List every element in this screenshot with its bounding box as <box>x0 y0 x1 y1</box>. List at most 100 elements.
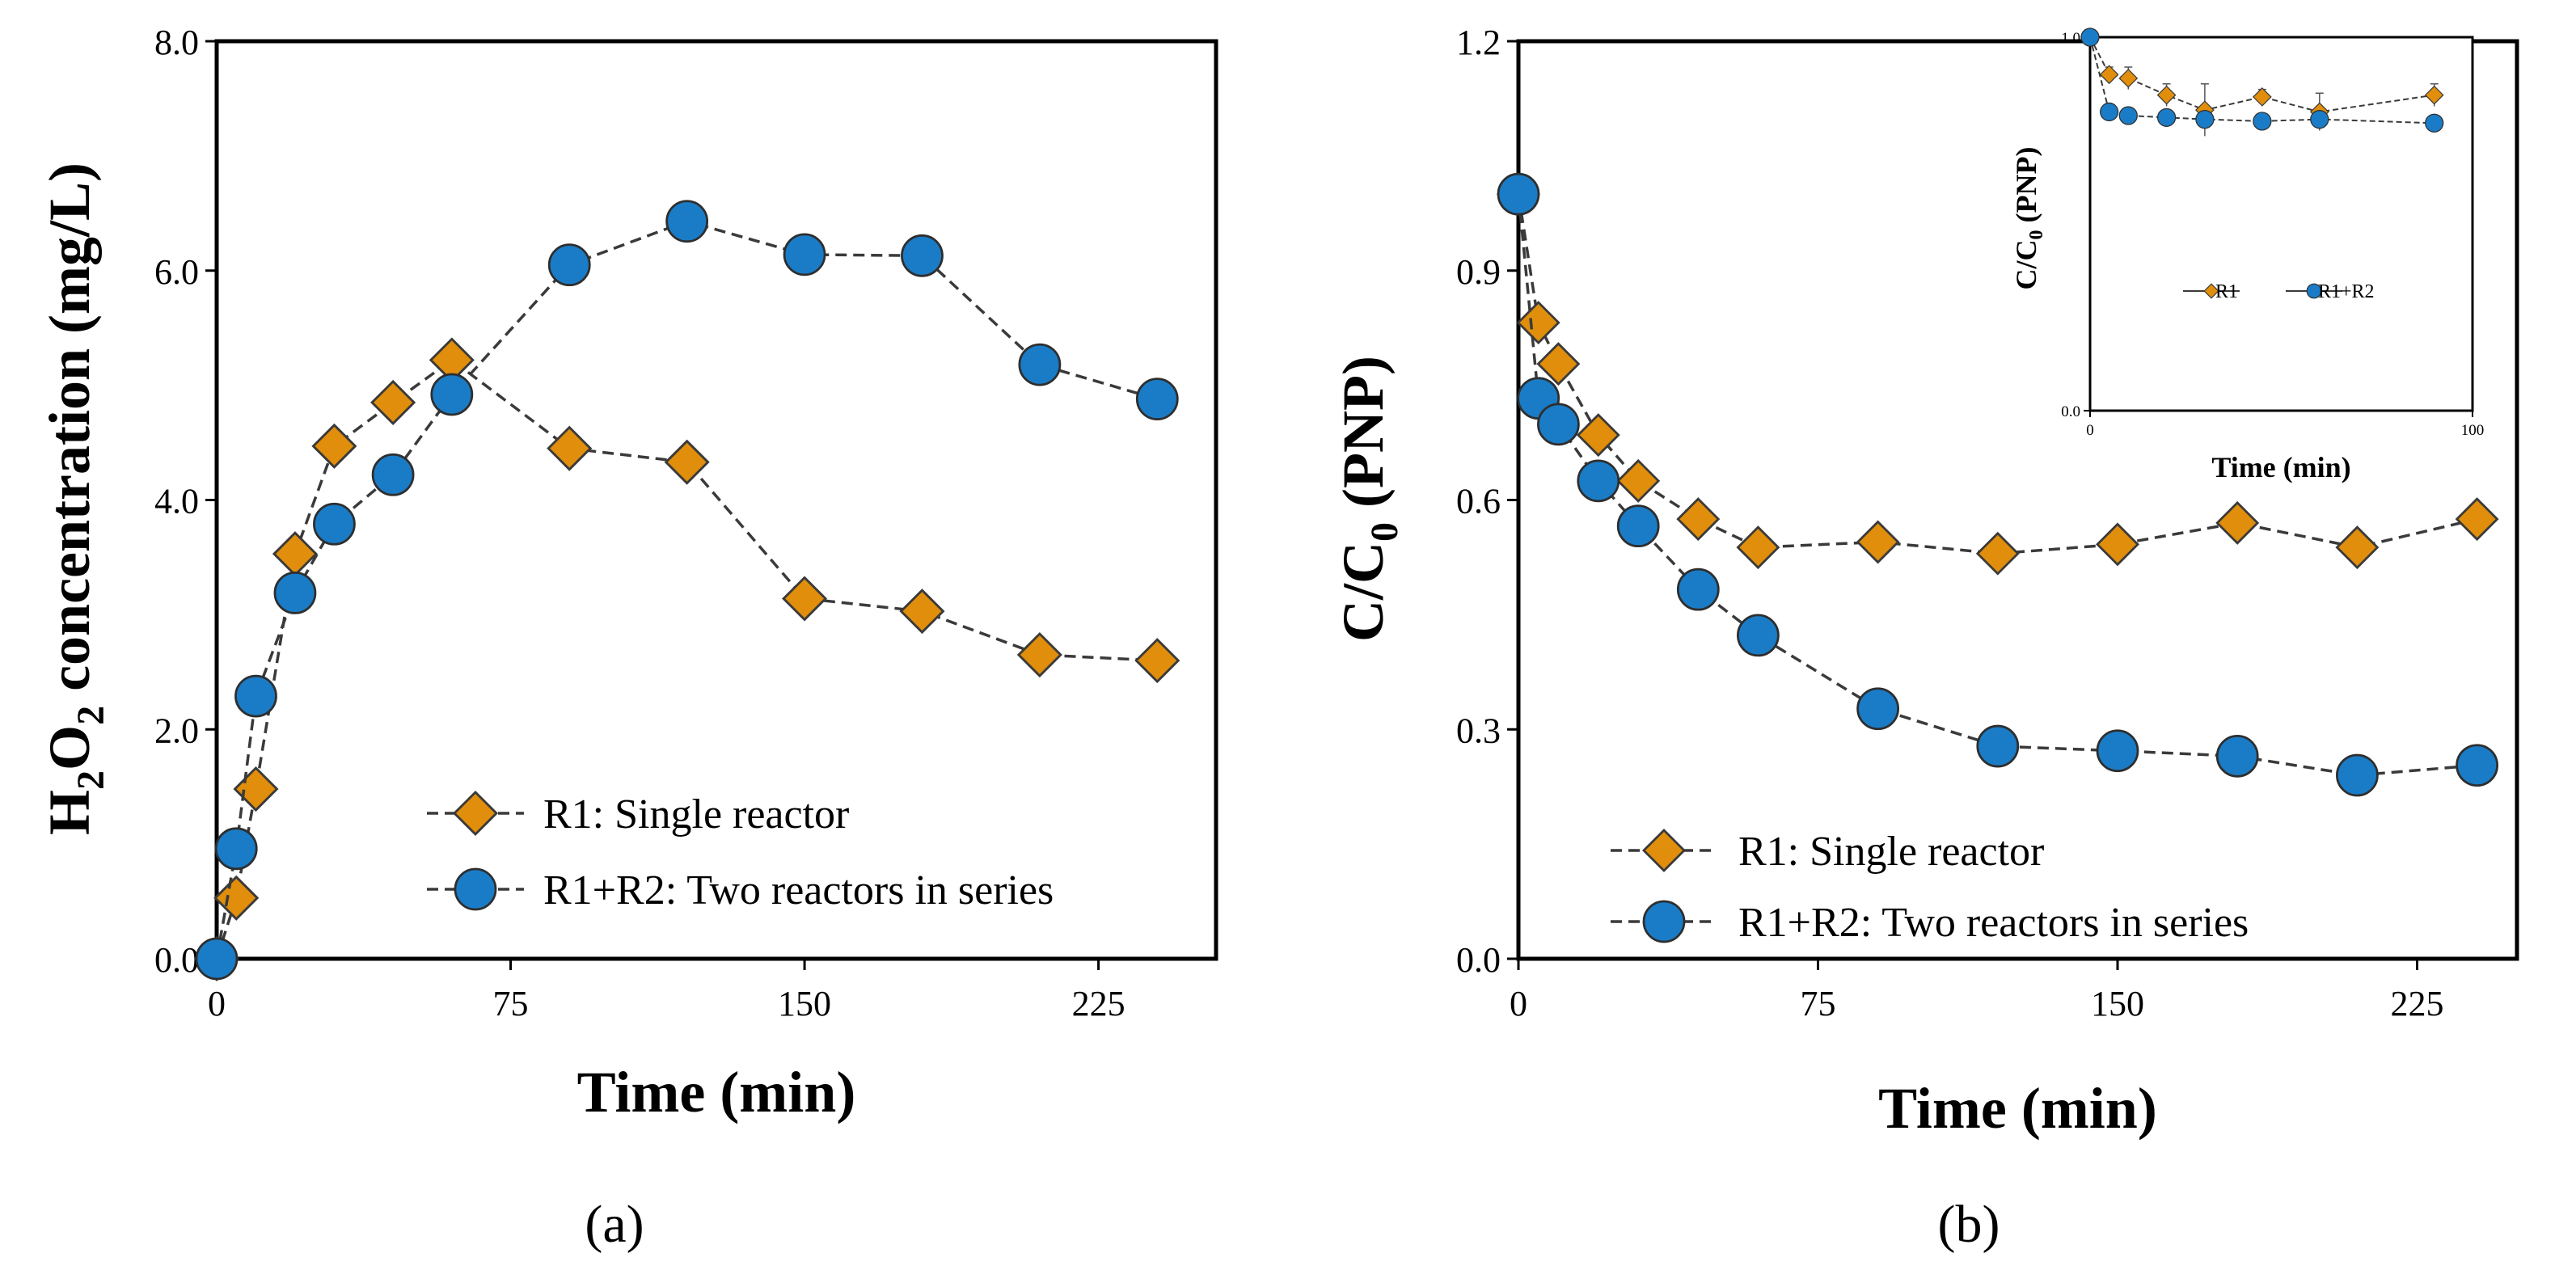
panel-a-series-2 <box>195 200 1179 981</box>
panel-a-data-point <box>313 502 356 546</box>
inset-data-point <box>2118 68 2139 88</box>
inset-y-tick-label: 1.0 <box>2061 30 2080 47</box>
inset-data-point <box>2118 106 2138 125</box>
panel-a-data-point <box>213 875 260 921</box>
panel-a-data-point <box>901 234 944 277</box>
panel-b-x-tick-label: 0 <box>1510 984 1527 1023</box>
panel-a-x-axis-label: Time (min) <box>577 1060 856 1124</box>
panel-a-data-point <box>273 572 317 614</box>
inset-legend: R1 R1+R2 <box>2183 281 2375 302</box>
panel-a-legend: R1: Single reactor R1+R2: Two reactors in… <box>427 790 1054 913</box>
panel-b-x-tick-label: 150 <box>2091 984 2144 1023</box>
panel-a-y-tick-label: 6.0 <box>154 252 199 292</box>
inset-panel: 0 100 0.0 1.0 Time (min) C/C0 (PNP) R1 R1+R2 <box>2010 27 2485 483</box>
inset-data-point <box>2156 108 2177 127</box>
panel-b-data-point <box>1676 567 1720 611</box>
panel-a-data-point <box>234 674 277 718</box>
panel-b-data-point <box>1737 614 1780 657</box>
inset-x-axis-label: Time (min) <box>2211 451 2350 483</box>
inset-y-axis-label: C/C0 (PNP) <box>2010 147 2047 290</box>
panel-b-data-point <box>1577 459 1620 503</box>
panel-a-data-point <box>430 373 474 416</box>
panel-b-data-point <box>1516 301 1560 345</box>
panel-b-x-axis-label: Time (min) <box>1878 1076 2157 1141</box>
panel-a-data-point <box>899 589 945 635</box>
panel-a-plot-frame <box>214 39 1218 961</box>
inset-series-2 <box>2080 27 2444 133</box>
panel-a-y-tick-label: 4.0 <box>154 482 199 521</box>
panel-b-data-point <box>1975 531 2020 576</box>
inset-plot-frame <box>2088 36 2474 412</box>
panel-b-data-point <box>2096 522 2139 567</box>
inset-legend-label: R1 <box>2215 281 2238 302</box>
inset-data-point <box>2310 110 2329 129</box>
inset-data-point <box>2100 102 2119 122</box>
panel-a-data-point <box>1134 638 1180 684</box>
panel-b-y-tick-label: 0.3 <box>1456 711 1501 750</box>
panel-b-caption: (b) <box>1938 1195 2000 1254</box>
panel-b-data-point <box>2215 734 2259 778</box>
panel-b-data-point <box>1536 342 1581 386</box>
panel-b-x-tick-label: 225 <box>2391 984 2444 1023</box>
inset-data-point <box>2156 85 2177 105</box>
panel-b-data-point <box>2456 744 2498 787</box>
inset-data-point <box>2099 65 2119 85</box>
panel-a-x-tick-label: 225 <box>1072 984 1125 1023</box>
inset-data-point <box>2195 110 2215 129</box>
panel-a-x-tick-label: 150 <box>778 984 831 1023</box>
panel-b-data-point <box>2335 525 2380 570</box>
panel-a-data-point <box>371 453 415 496</box>
panel-b-legend-label: R1: Single reactor <box>1738 829 2044 875</box>
panel-a-data-point <box>370 379 416 425</box>
inset-data-point <box>2425 113 2444 133</box>
panel-a-data-point <box>665 200 709 243</box>
panel-a-legend-label: R1+R2: Two reactors in series <box>543 867 1054 913</box>
panel-a-data-point <box>1135 378 1179 421</box>
panel-b-y-tick-label: 0.0 <box>1456 940 1501 980</box>
panel-a-data-point <box>214 827 258 871</box>
panel-a-data-point <box>664 439 710 485</box>
panel-a-y-axis-label: H2O2 concentration (mg/L) <box>37 162 112 835</box>
panel-b-legend-marker <box>1642 900 1686 943</box>
panel-a-data-point <box>195 937 239 981</box>
panel-a-x-tick-label: 75 <box>493 984 529 1023</box>
inset-data-point <box>2424 85 2444 105</box>
inset-legend-marker <box>2306 283 2322 299</box>
panel-b-data-point <box>1856 687 1899 731</box>
panel-b-data-point <box>1736 525 1780 570</box>
panel-b-series-1 <box>1497 172 2499 576</box>
panel-b-data-point <box>1497 172 1540 216</box>
inset-data-point <box>2252 87 2272 107</box>
panel-b-legend: R1: Single reactor R1+R2: Two reactors in… <box>1611 829 2249 946</box>
panel-b-data-point <box>2096 729 2139 773</box>
panel-b-y-axis-label: C/C0 (PNP) <box>1331 356 1406 642</box>
panel-a-data-point <box>311 423 357 469</box>
panel-b-data-point <box>1537 403 1580 446</box>
panel-b-data-point <box>1616 504 1660 548</box>
panel-b-legend-marker <box>1642 829 1686 872</box>
panel-b-data-point <box>1976 724 2020 768</box>
panel-b-series-2 <box>1497 172 2498 797</box>
panel-a-data-point <box>783 233 826 276</box>
inset-data-point <box>2080 27 2100 47</box>
inset-x-tick-label: 100 <box>2461 422 2485 439</box>
inset-x-tick-label: 0 <box>2086 422 2094 439</box>
panel-a-data-point <box>547 243 591 287</box>
panel-b-data-point <box>1856 520 1900 564</box>
inset-y-tick-label: 0.0 <box>2061 403 2080 420</box>
panel-b-x-tick-label: 75 <box>1801 984 1836 1023</box>
panel-a-panel: 0 75 150 225 0.0 2.0 4.0 6.0 8.0 Time (min) H2O2 c… <box>37 23 1218 1124</box>
panel-a-x-tick-label: 0 <box>208 984 226 1023</box>
panel-b-y-tick-label: 0.6 <box>1456 482 1501 521</box>
inset-legend-label: R1+R2 <box>2318 281 2375 302</box>
panel-a-data-point <box>1016 631 1062 678</box>
panel-b-data-point <box>1616 458 1661 503</box>
panel-a-y-tick-label: 0.0 <box>154 940 199 980</box>
inset-data-point <box>2253 112 2272 131</box>
panel-a-y-tick-label: 8.0 <box>154 23 199 62</box>
panel-b-data-point <box>2455 497 2499 542</box>
panel-a-data-point <box>1018 343 1062 386</box>
panel-b-data-point <box>1676 497 1721 542</box>
panel-a-y-tick-label: 2.0 <box>154 711 199 750</box>
